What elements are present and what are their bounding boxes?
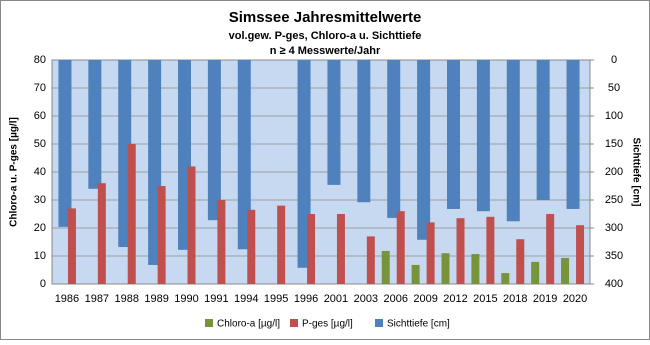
x-tick-label: 1995 xyxy=(264,293,288,305)
chart-subtitle: vol.gew. P-ges, Chloro-a u. Sichttiefe xyxy=(229,30,422,42)
y2-axis-label: Sichttiefe [cm] xyxy=(630,138,641,207)
y-tick-label: 40 xyxy=(34,166,46,178)
chart-subtitle: n ≥ 4 Messwerte/Jahr xyxy=(270,45,381,57)
chart-title: Simssee Jahresmittelwerte xyxy=(229,9,422,26)
x-tick-label: 1994 xyxy=(234,293,258,305)
x-tick-label: 2015 xyxy=(473,293,497,305)
bar xyxy=(486,216,495,284)
bar xyxy=(501,273,510,284)
x-tick-label: 2012 xyxy=(443,293,467,305)
y2-tick-label: 200 xyxy=(605,166,623,178)
bar xyxy=(247,209,256,284)
bar xyxy=(426,222,435,284)
x-tick-label: 1990 xyxy=(174,293,198,305)
bar xyxy=(476,60,490,212)
bar xyxy=(207,60,221,221)
bar xyxy=(88,60,102,189)
y-tick-label: 70 xyxy=(34,82,46,94)
y2-tick-label: 400 xyxy=(605,278,623,290)
legend-swatch xyxy=(205,319,213,327)
bar xyxy=(381,250,390,284)
bar xyxy=(516,239,525,284)
legend-swatch xyxy=(375,319,383,327)
y2-tick-label: 350 xyxy=(605,250,623,262)
y2-tick-label: 250 xyxy=(605,194,623,206)
x-tick-label: 2018 xyxy=(503,293,527,305)
bar xyxy=(561,257,570,284)
y2-tick-label: 0 xyxy=(611,54,617,66)
x-tick-label: 2001 xyxy=(324,293,348,305)
bar xyxy=(127,144,136,284)
bar xyxy=(471,254,480,284)
x-tick-label: 2003 xyxy=(354,293,378,305)
bar xyxy=(357,60,371,203)
bar xyxy=(506,60,520,222)
bar xyxy=(157,186,166,284)
x-tick-label: 2019 xyxy=(533,293,557,305)
x-tick-label: 1987 xyxy=(85,293,109,305)
bar xyxy=(307,214,316,284)
y2-tick-label: 100 xyxy=(605,110,623,122)
y2-tick-label: 300 xyxy=(605,222,623,234)
bar xyxy=(217,200,226,284)
x-tick-label: 1989 xyxy=(144,293,168,305)
bar xyxy=(531,261,540,284)
bar xyxy=(277,205,286,284)
y-tick-label: 0 xyxy=(40,278,46,290)
y-tick-label: 10 xyxy=(34,250,46,262)
bar xyxy=(456,218,465,284)
x-tick-label: 2020 xyxy=(563,293,587,305)
legend-swatch xyxy=(290,319,298,327)
bar xyxy=(417,60,431,240)
x-tick-label: 2009 xyxy=(413,293,437,305)
y2-tick-label: 50 xyxy=(608,82,620,94)
bar xyxy=(387,60,401,218)
bar xyxy=(411,264,420,284)
x-tick-label: 1991 xyxy=(204,293,228,305)
legend-label: P-ges [µg/l] xyxy=(302,319,353,330)
bar xyxy=(327,60,341,185)
bar xyxy=(97,183,106,284)
legend-label: Sichttiefe [cm] xyxy=(387,319,450,330)
bar xyxy=(396,211,405,284)
bar xyxy=(566,60,580,209)
x-tick-label: 1996 xyxy=(294,293,318,305)
bar xyxy=(187,166,196,284)
x-tick-label: 2006 xyxy=(383,293,407,305)
x-tick-label: 1988 xyxy=(114,293,138,305)
y2-tick-label: 150 xyxy=(605,138,623,150)
y-tick-label: 20 xyxy=(34,222,46,234)
y-axis-label: Chloro-a u. P-ges [µg/l] xyxy=(9,117,20,227)
y-tick-label: 60 xyxy=(34,110,46,122)
bar xyxy=(67,208,76,284)
bar xyxy=(58,60,72,227)
bar xyxy=(576,225,585,284)
bar xyxy=(336,214,345,284)
y-tick-label: 30 xyxy=(34,194,46,206)
bar xyxy=(366,236,375,284)
bar xyxy=(441,253,450,284)
bar xyxy=(546,214,555,284)
bar xyxy=(447,60,460,209)
x-tick-label: 1986 xyxy=(55,293,79,305)
bar xyxy=(237,60,251,250)
legend-label: Chloro-a [µg/l] xyxy=(217,319,280,330)
bar xyxy=(536,60,550,200)
y-tick-label: 80 xyxy=(34,54,46,66)
y-tick-label: 50 xyxy=(34,138,46,150)
